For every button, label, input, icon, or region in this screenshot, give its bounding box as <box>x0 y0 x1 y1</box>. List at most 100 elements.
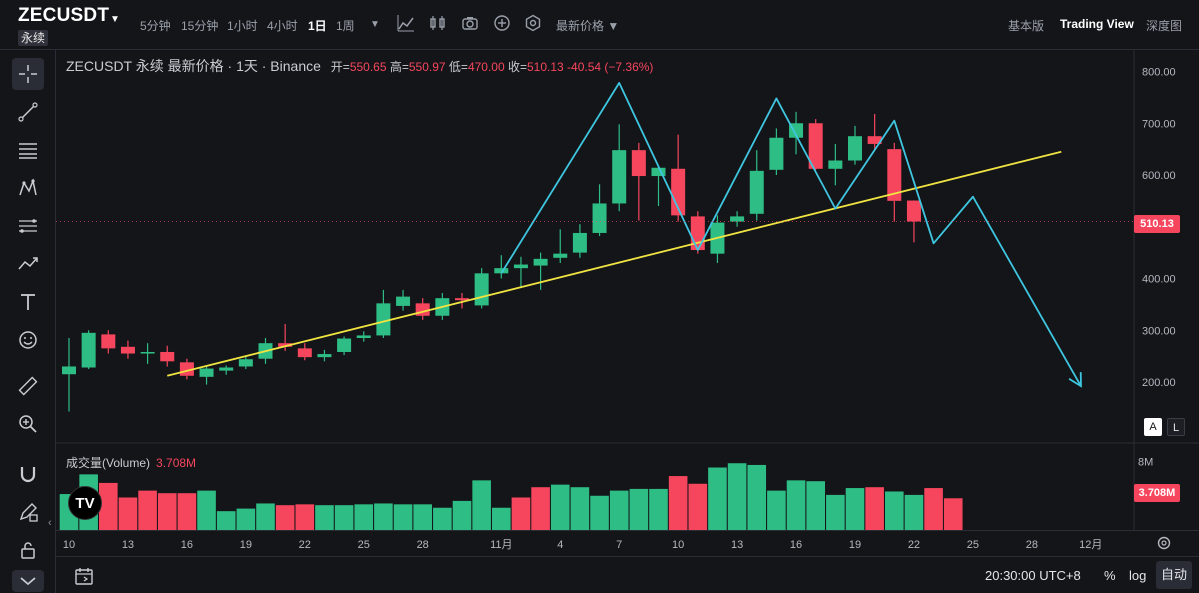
lock-icon[interactable] <box>12 534 44 566</box>
timeframe-15m[interactable]: 15分钟 <box>181 19 219 33</box>
timeframe-1w[interactable]: 1周 <box>336 19 355 33</box>
volume-bar <box>334 505 354 530</box>
zoom-in-tool-icon[interactable] <box>12 408 44 440</box>
candle-body <box>592 203 607 233</box>
percent-scale-toggle[interactable]: % <box>1104 568 1116 583</box>
volume-bar <box>374 503 393 530</box>
volume-bar <box>315 505 334 530</box>
version-basic[interactable]: 基本版 <box>1008 19 1045 33</box>
volume-bar <box>590 495 609 530</box>
channel-tool-icon[interactable] <box>12 210 44 242</box>
chart-area[interactable]: 200.00300.00400.00500.00600.00700.00800.… <box>56 50 1199 556</box>
price-type-selector[interactable]: 最新价格 ▼ <box>556 19 620 33</box>
volume-tick-label: 8M <box>1138 457 1153 469</box>
candle-body <box>101 334 116 349</box>
volume-bar <box>786 480 806 530</box>
candle-body <box>396 296 411 306</box>
fib-tool-icon[interactable] <box>12 134 44 166</box>
volume-bar <box>943 498 963 530</box>
legend-low: 470.00 <box>467 60 505 74</box>
volume-bar <box>747 464 767 530</box>
legend-change: -40.54 (−7.36%) <box>567 60 654 74</box>
volume-bar <box>99 482 118 530</box>
volume-bar <box>236 508 256 530</box>
indicators-icon[interactable] <box>429 14 447 32</box>
price-tick-label: 700.00 <box>1142 118 1176 130</box>
ruler-tool-icon[interactable] <box>12 370 44 402</box>
candle-body <box>199 368 214 377</box>
volume-bar <box>845 488 865 530</box>
settings-icon[interactable] <box>524 14 542 32</box>
candle-body <box>848 136 862 161</box>
tradingview-logo[interactable]: TV <box>68 486 102 520</box>
symbol-selector[interactable]: ZECUSDT <box>18 5 110 26</box>
volume-bar <box>433 507 452 530</box>
time-axis-settings-icon[interactable] <box>1157 536 1171 550</box>
legend-high-label: 高= <box>389 60 409 74</box>
version-tradingview[interactable]: Trading View <box>1060 17 1134 31</box>
volume-legend-value: 3.708M <box>156 456 197 470</box>
price-tick-label: 600.00 <box>1142 170 1176 182</box>
volume-bar <box>570 487 590 530</box>
legend-close: 510.13 <box>527 60 564 74</box>
eye-icon[interactable] <box>12 570 44 592</box>
symbol-caret-icon[interactable]: ▼ <box>110 14 120 25</box>
volume-legend: 成交量(Volume) 3.708M <box>66 454 196 471</box>
volume-bar <box>609 490 629 530</box>
trendline-tool-icon[interactable] <box>12 96 44 128</box>
price-chart-svg[interactable]: 200.00300.00400.00500.00600.00700.00800.… <box>56 50 1199 556</box>
legend-ohlc: 开=550.65 高=550.97 低=470.00 收=510.13 -40.… <box>331 60 654 74</box>
timeframe-4h[interactable]: 4小时 <box>267 19 298 33</box>
volume-bar <box>354 504 374 530</box>
head-shoulders-projection <box>500 81 1082 387</box>
time-tick-label: 16 <box>790 539 802 551</box>
more-timeframes-caret-icon[interactable]: ▼ <box>370 19 380 30</box>
time-tick-label: 13 <box>122 539 134 551</box>
crosshair-tool-icon[interactable] <box>12 58 44 90</box>
current-volume-tag: 3.708M <box>1134 484 1180 502</box>
timeframe-1d[interactable]: 1日 <box>308 19 327 33</box>
projection-arrowhead <box>1068 372 1082 388</box>
top-toolbar: ZECUSDT ▼ 永续 5分钟 15分钟 1小时 4小时 1日 1周 ▼ 最新… <box>0 0 1199 50</box>
collapse-toolbar-icon[interactable]: ‹ <box>48 517 52 529</box>
volume-bar <box>216 511 236 530</box>
log-scale-button[interactable]: L <box>1167 418 1185 436</box>
candle-body <box>219 367 234 371</box>
projection-tool-icon[interactable] <box>12 248 44 280</box>
volume-bar <box>708 467 727 530</box>
version-depth[interactable]: 深度图 <box>1146 19 1183 33</box>
draw-lock-tool-icon[interactable] <box>12 496 44 528</box>
magnet-tool-icon[interactable] <box>12 458 44 490</box>
volume-bar <box>177 493 197 530</box>
candles <box>62 111 921 412</box>
candle-body <box>317 354 332 358</box>
volume-bar <box>668 476 688 530</box>
volume-bar <box>197 490 216 530</box>
auto-scale-button[interactable]: A <box>1144 418 1162 436</box>
add-icon[interactable] <box>493 14 511 32</box>
candle-body <box>513 264 528 269</box>
camera-icon[interactable] <box>461 14 479 32</box>
timeframe-5m[interactable]: 5分钟 <box>140 19 171 33</box>
volume-bar <box>688 483 708 530</box>
timeframe-1h[interactable]: 1小时 <box>227 19 258 33</box>
auto-scale-toggle[interactable]: 自动 <box>1156 561 1192 589</box>
volume-bar <box>393 504 413 530</box>
time-tick-label: 19 <box>240 539 252 551</box>
candle-body <box>631 150 646 177</box>
timezone-clock[interactable]: 20:30:00 UTC+8 <box>985 568 1081 583</box>
emoji-tool-icon[interactable] <box>12 324 44 356</box>
volume-bar <box>413 504 432 530</box>
log-scale-toggle[interactable]: log <box>1129 568 1147 583</box>
chart-type-icon[interactable] <box>397 14 415 32</box>
time-tick-label: 4 <box>557 539 563 551</box>
price-tick-label: 200.00 <box>1142 377 1176 389</box>
text-tool-icon[interactable] <box>12 286 44 318</box>
date-range-icon[interactable] <box>74 566 94 586</box>
volume-bar <box>295 504 315 530</box>
candle-body <box>140 351 155 354</box>
pattern-tool-icon[interactable] <box>12 172 44 204</box>
volume-bar <box>157 493 177 530</box>
volume-bar <box>511 497 531 530</box>
support-trendline <box>167 150 1062 377</box>
